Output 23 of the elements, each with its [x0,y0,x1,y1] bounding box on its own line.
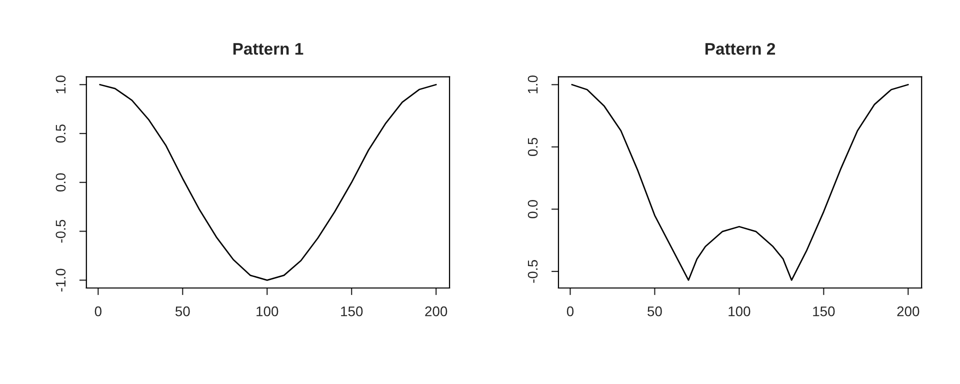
y-tick-label: 0.0 [56,173,66,192]
line-series [571,84,909,281]
chart-title: Pattern 2 [705,42,776,55]
x-tick-label: 150 [813,306,835,316]
x-tick-label: 50 [175,306,190,316]
chart-title: Pattern 1 [233,43,304,55]
y-tick-label: 0.5 [528,138,538,156]
x-tick-label: 0 [94,306,102,316]
x-tick-label: 0 [566,306,574,316]
y-tick-label: -1.0 [56,268,66,292]
x-tick-label: 50 [648,306,662,316]
x-tick-label: 150 [341,306,363,316]
line-series [99,84,437,281]
x-tick-label: 100 [728,306,750,316]
y-tick-label: -0.5 [56,220,66,243]
x-tick-label: 200 [425,306,448,316]
y-tick-label: 1.0 [528,76,538,94]
y-tick-label: 0.0 [528,200,538,218]
x-tick-label: 100 [256,306,278,316]
y-tick-label: 0.5 [56,124,66,143]
y-tick-label: -0.5 [528,260,538,283]
x-tick-label: 200 [897,306,920,316]
y-tick-label: 1.0 [56,76,66,94]
